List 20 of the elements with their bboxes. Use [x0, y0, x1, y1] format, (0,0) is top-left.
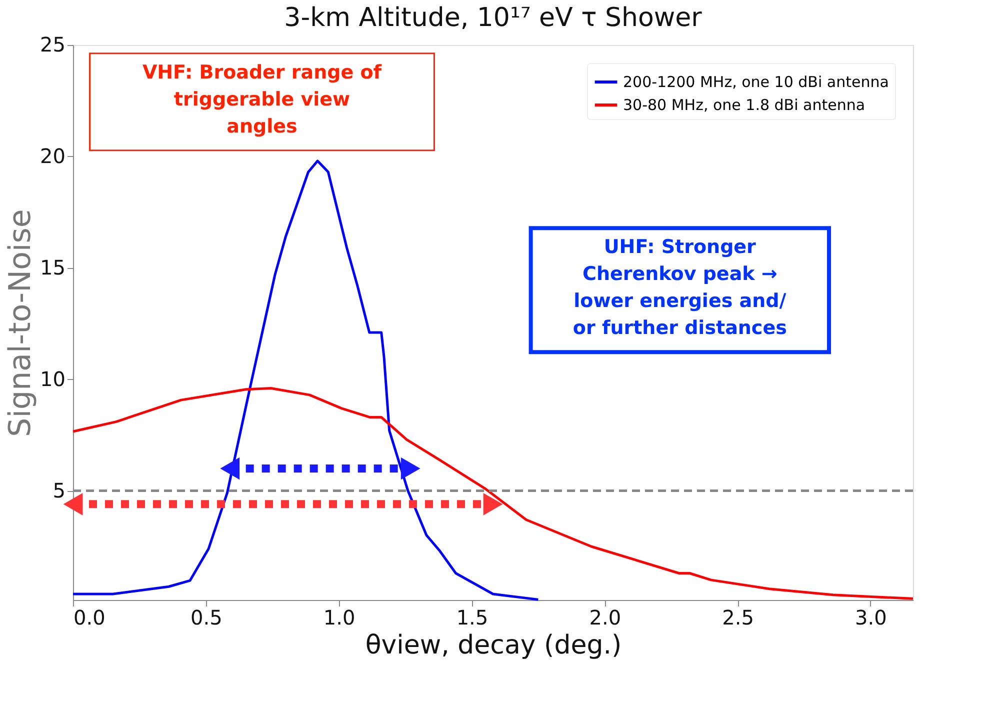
x-tick-label: 1.5: [456, 606, 488, 630]
annotation: VHF: Broader range of triggerable view angles: [142, 61, 382, 138]
x-tick-label: 0.5: [190, 606, 222, 630]
x-tick-label: 0.0: [74, 606, 106, 630]
chart-title: 3-km Altitude, 10¹⁷ eV τ Shower: [284, 3, 702, 33]
x-axis-title: θview, decay (deg.): [365, 630, 622, 660]
x-tick-label: 1.0: [323, 606, 356, 630]
x-tick-label: 2.5: [722, 606, 754, 630]
x-tick-label: 2.0: [589, 606, 622, 630]
legend-label: 200-1200 MHz, one 10 dBi antenna: [623, 73, 889, 91]
y-axis-title: Signal-to-Noise: [3, 209, 38, 437]
legend-label: 30-80 MHz, one 1.8 dBi antenna: [623, 96, 866, 114]
y-tick-label: 10: [40, 366, 66, 391]
y-tick-label: 5: [52, 478, 66, 502]
x-tick-label: 3.0: [855, 606, 887, 630]
y-tick-label: 20: [40, 144, 66, 168]
y-tick-label: 15: [40, 255, 66, 280]
y-tick-label: 25: [40, 32, 66, 56]
annotation: UHF: Stronger Cherenkov peak → lower energies and/ or further distances: [572, 236, 787, 340]
line-series: [72, 160, 540, 601]
